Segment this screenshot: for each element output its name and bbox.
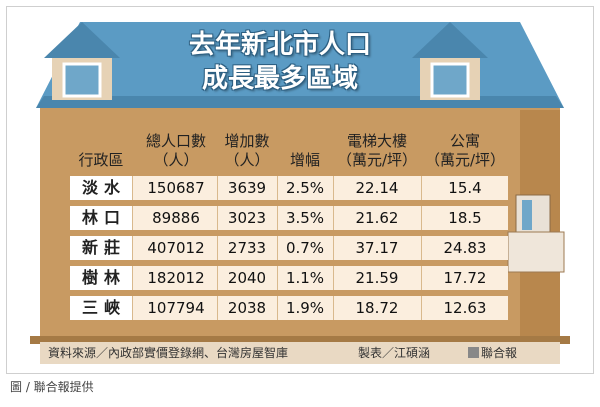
district-cell [70,236,133,260]
footer-maker: 製表／江碩涵 [358,346,431,360]
house-base [30,336,570,344]
dormer-left-window [62,62,102,98]
population-value: 89886 [152,209,200,227]
header-population: 總人口數 [145,132,206,150]
column-divider [217,176,218,200]
header-apartment: 公寓 [449,132,480,150]
column-divider [421,296,422,320]
image-credit: 圖 / 聯合報提供 [10,380,94,394]
dormer-right-roof [412,22,488,58]
district-name: 林口 [81,208,126,227]
population-value: 182012 [147,269,205,287]
footer-bar [40,342,560,364]
balcony-rail [507,231,565,273]
row-background [70,206,508,230]
header-increase-unit: （人） [224,151,270,169]
row-background [70,296,508,320]
column-divider [217,266,218,290]
header-apartment-unit: （萬元/坪） [424,151,506,169]
elevator-price-value: 22.14 [355,179,399,197]
column-divider [277,236,278,260]
dormer-right-window [430,62,470,98]
increase-value: 2038 [227,299,267,317]
district-cell [70,296,133,320]
footer-logo-text: 聯合報 [481,346,518,360]
apartment-price-value: 17.72 [443,269,487,287]
district-cell [70,176,133,200]
increase-value: 3639 [227,179,267,197]
row-background [70,236,508,260]
logo-square-icon [468,347,479,358]
column-divider [277,176,278,200]
header-elevator-unit: （萬元/坪） [336,151,418,169]
column-divider [333,296,334,320]
balcony-window [515,194,551,236]
increase-value: 2733 [227,239,267,257]
district-cell [70,266,133,290]
growth-value: 2.5% [285,179,325,197]
district-name: 新莊 [81,238,126,257]
dormer-left-roof [44,22,120,58]
elevator-price-value: 21.59 [355,269,399,287]
column-divider [217,206,218,230]
apartment-price-value: 18.5 [448,209,482,227]
title-line-2: 成長最多區域 [201,64,358,94]
footer-logo: 聯合報 [468,344,517,362]
column-divider [217,236,218,260]
column-divider [421,206,422,230]
column-divider [421,266,422,290]
title-line-1: 去年新北市人口 [188,30,371,60]
roof-edge [36,96,564,108]
column-divider [333,236,334,260]
district-name: 三峽 [81,298,126,317]
column-divider [277,206,278,230]
header-elevator: 電梯大樓 [346,132,407,150]
balcony-glass [522,200,532,230]
column-divider [333,176,334,200]
increase-value: 2040 [227,269,267,287]
header-district: 行政區 [78,151,124,169]
growth-value: 1.9% [285,299,325,317]
growth-value: 0.7% [285,239,325,257]
population-value: 407012 [147,239,205,257]
column-divider [333,206,334,230]
footer-source: 資料來源／內政部實價登錄網、台灣房屋智庫 [48,346,289,360]
district-name: 淡水 [81,178,126,197]
column-divider [277,266,278,290]
column-divider [421,236,422,260]
column-divider [277,296,278,320]
apartment-price-value: 12.63 [443,299,487,317]
population-value: 150687 [147,179,205,197]
growth-value: 3.5% [285,209,325,227]
growth-value: 1.1% [285,269,325,287]
elevator-price-value: 37.17 [355,239,399,257]
header-population-unit: （人） [153,151,199,169]
row-background [70,176,508,200]
header-increase: 增加數 [224,132,270,150]
district-name: 樹林 [81,268,126,287]
district-cell [70,206,133,230]
column-divider [333,266,334,290]
column-divider [421,176,422,200]
row-background [70,266,508,290]
population-value: 107794 [147,299,205,317]
header-growth: 增幅 [289,151,320,169]
elevator-price-value: 21.62 [355,209,399,227]
column-divider [217,296,218,320]
apartment-price-value: 15.4 [448,179,482,197]
apartment-price-value: 24.83 [443,239,487,257]
elevator-price-value: 18.72 [355,299,399,317]
increase-value: 3023 [227,209,267,227]
